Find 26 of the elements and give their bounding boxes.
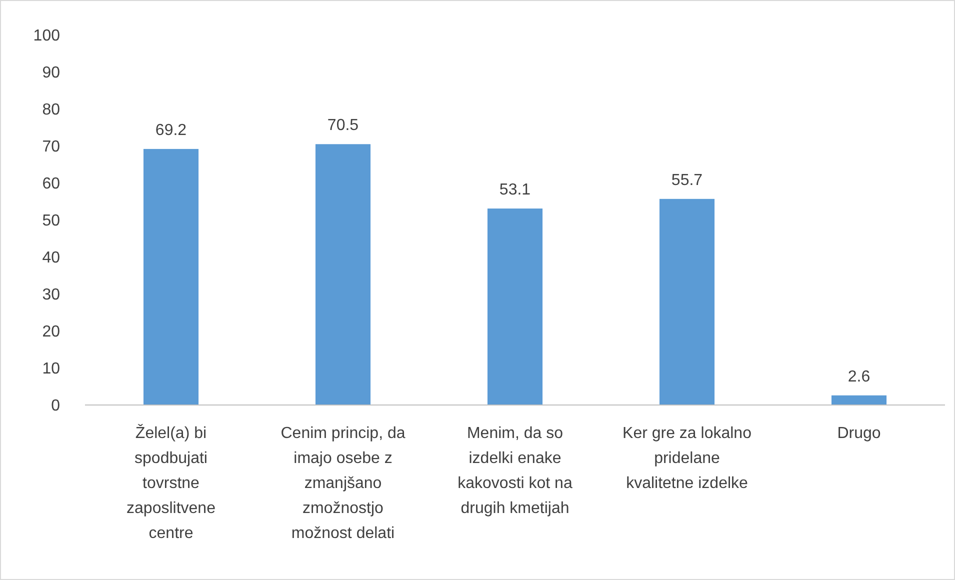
y-tick-label: 10 bbox=[42, 360, 60, 378]
x-tick-label: Drugo bbox=[837, 425, 881, 442]
x-tick-label: Cenim princip, da imajo osebe z zmanjšano zmožnostjo možnost delati bbox=[280, 425, 406, 542]
bar bbox=[487, 208, 543, 405]
bar bbox=[659, 198, 715, 405]
data-label: 55.7 bbox=[671, 172, 703, 189]
y-tick-label: 80 bbox=[42, 102, 60, 119]
bar bbox=[315, 144, 371, 405]
x-tick-label: Ker gre za lokalno pridelane kvalitetne izdelke bbox=[622, 425, 752, 492]
y-tick-label: 50 bbox=[42, 212, 60, 230]
y-tick-label: 90 bbox=[42, 64, 60, 82]
data-label: 53.1 bbox=[499, 182, 531, 199]
y-tick-label: 20 bbox=[42, 324, 60, 341]
y-tick-label: 60 bbox=[42, 176, 60, 193]
data-label: 2.6 bbox=[848, 368, 870, 386]
y-tick-label: 0 bbox=[51, 398, 60, 415]
x-tick-label: Menim, da so izdelki enake kakovosti kot na drugih kmetijah bbox=[458, 425, 572, 517]
bar bbox=[831, 395, 887, 405]
data-label: 70.5 bbox=[327, 117, 359, 134]
x-tick-label: Želel(a) bi spodbujati tovrstne zaposlitvene centre bbox=[126, 424, 216, 542]
y-tick-label: 100 bbox=[33, 28, 60, 45]
y-tick-label: 30 bbox=[42, 286, 60, 304]
bar bbox=[143, 148, 199, 405]
y-tick-label: 70 bbox=[42, 138, 60, 156]
data-label: 69.2 bbox=[155, 122, 187, 139]
y-tick-label: 40 bbox=[42, 250, 60, 267]
